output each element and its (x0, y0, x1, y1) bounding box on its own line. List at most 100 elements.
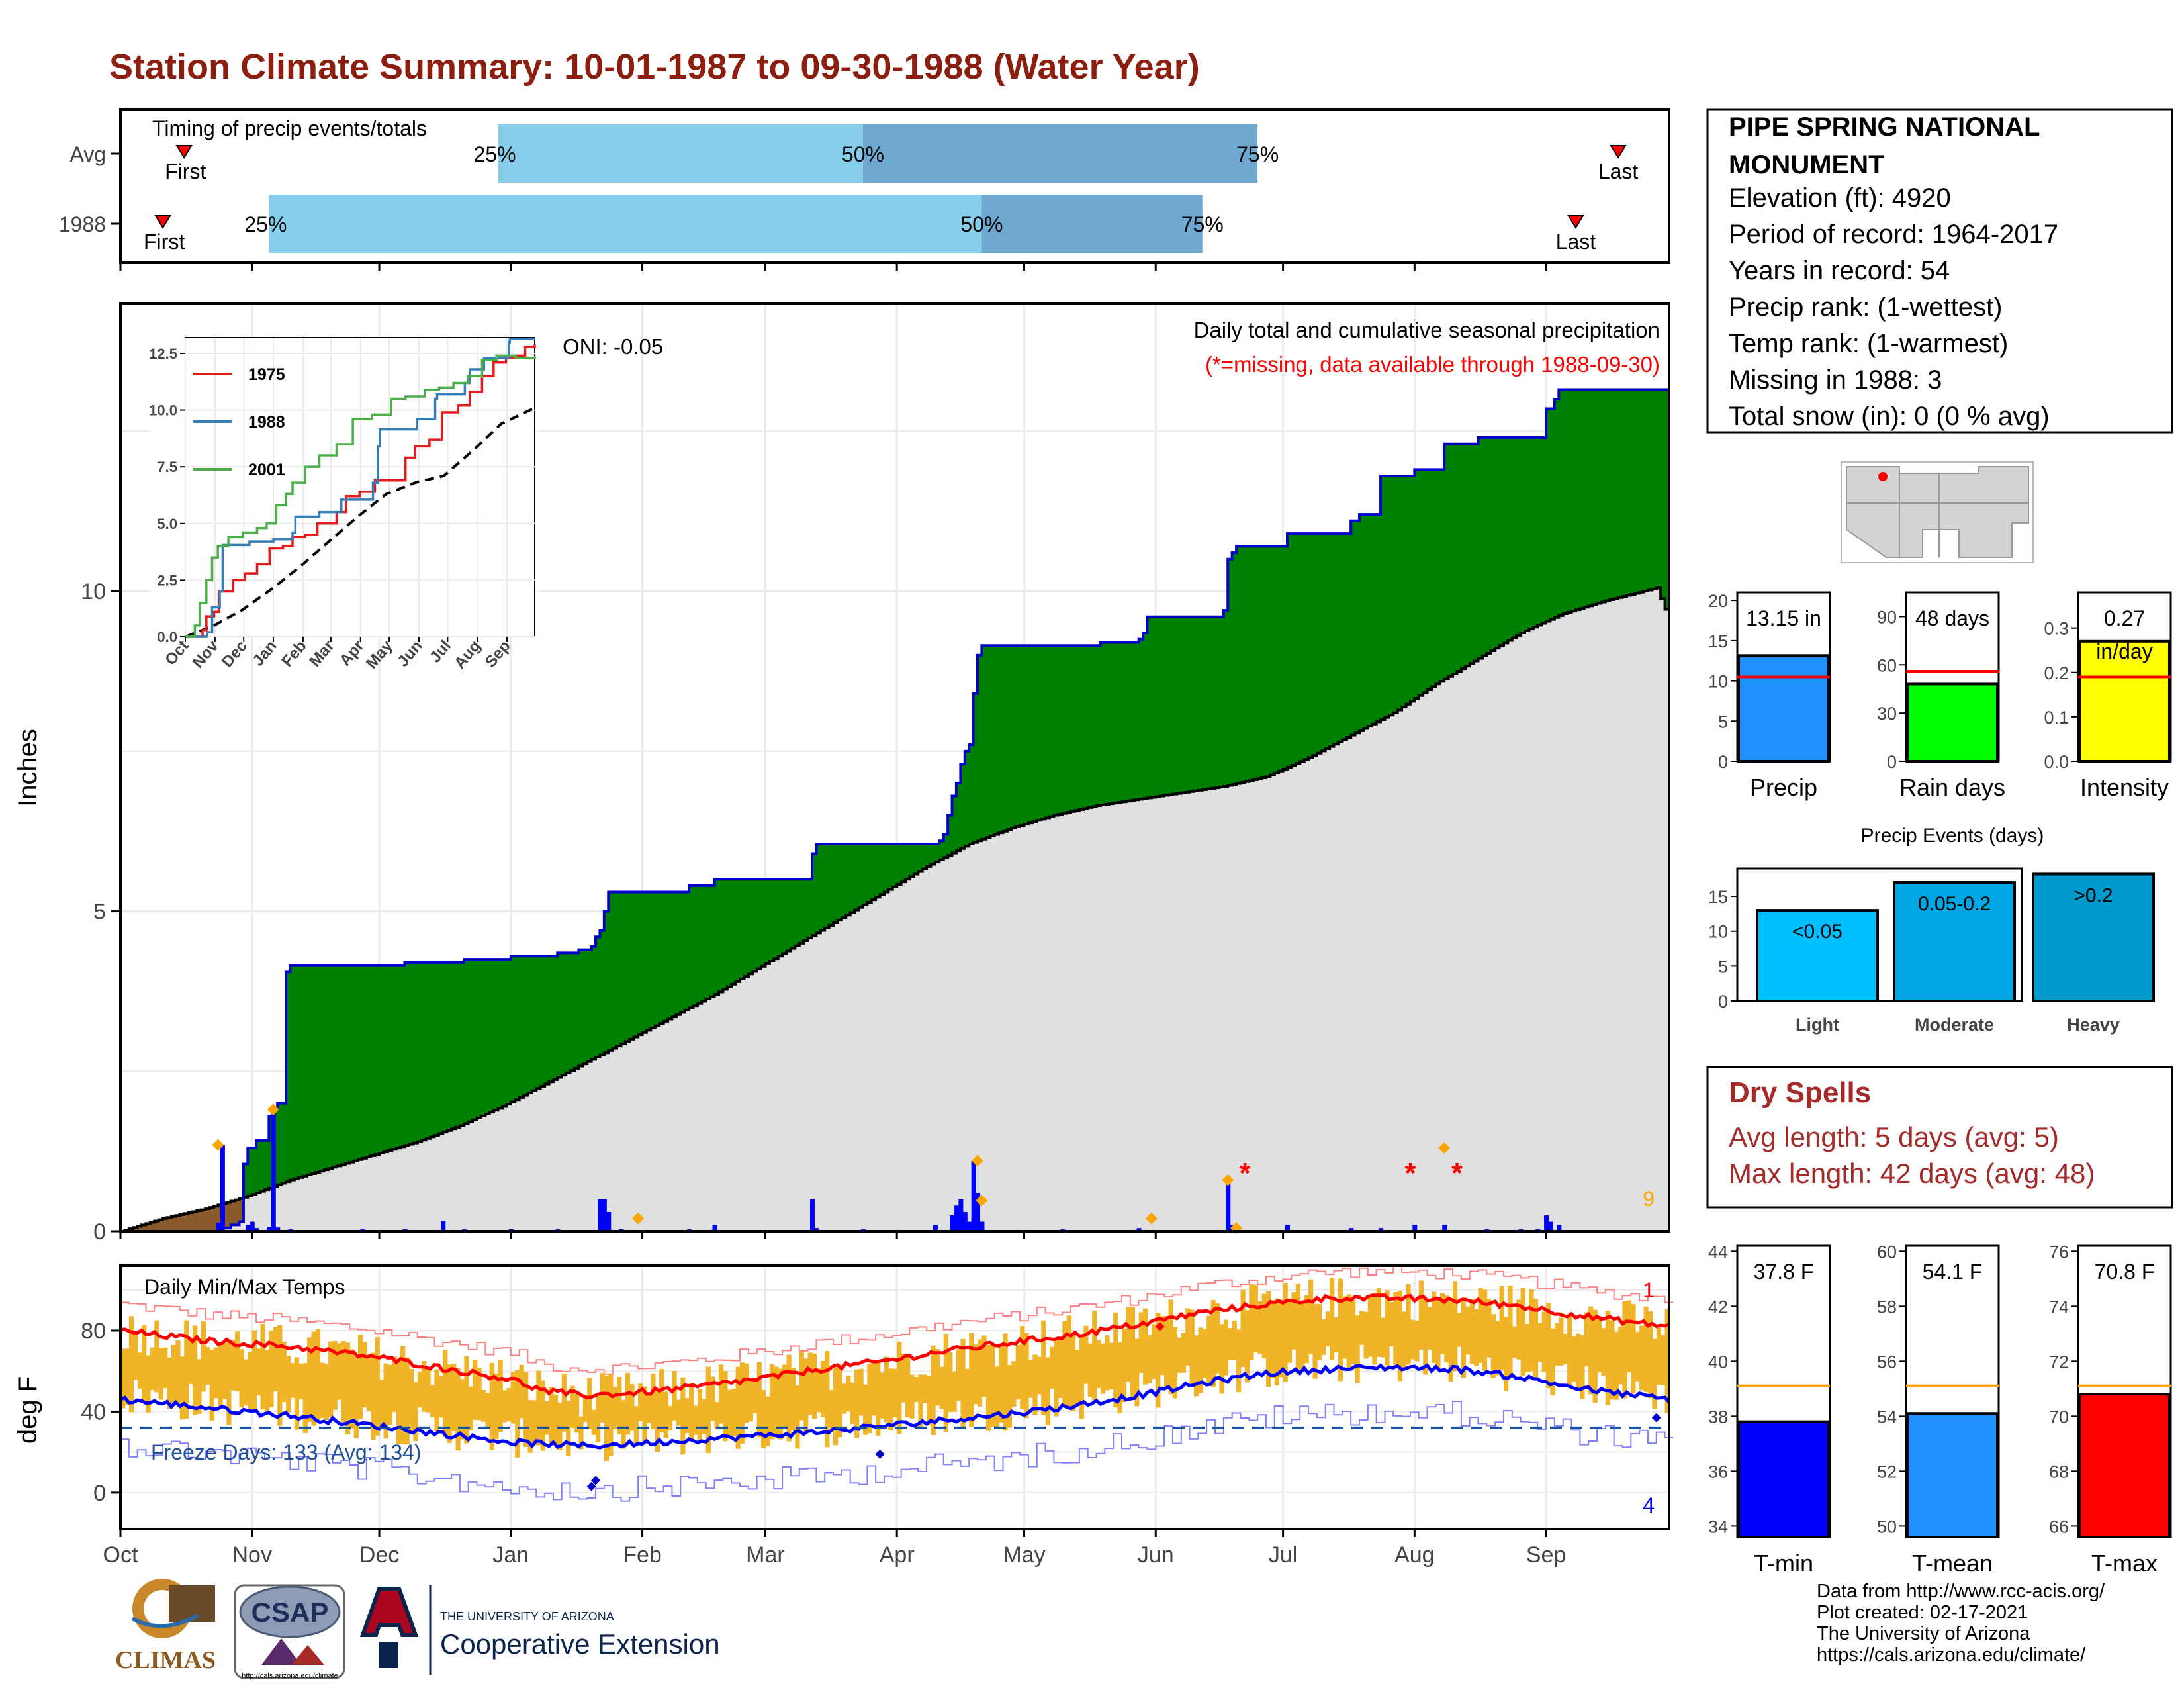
daily-temp-range (1295, 1284, 1301, 1375)
daily-temp-range (1126, 1307, 1131, 1382)
inset-ytick-label: 5.0 (157, 516, 177, 532)
daily-temp-range (251, 1330, 257, 1409)
daily-temp-range (332, 1340, 338, 1410)
above-avg-band (332, 965, 338, 1168)
above-avg-band (1355, 520, 1360, 733)
above-avg-band (680, 892, 686, 1013)
above-avg-band (952, 796, 957, 853)
temp-ytick-label: 80 (81, 1319, 106, 1344)
above-avg-band (353, 965, 359, 1161)
daily-temp-range (841, 1383, 847, 1414)
events-bar (1756, 909, 1879, 1002)
above-avg-band (1516, 438, 1522, 635)
daily-temp-range (871, 1362, 876, 1416)
above-avg-band (1601, 389, 1606, 602)
daily-temp-range (1100, 1343, 1106, 1394)
above-avg-band (422, 962, 427, 1141)
above-avg-band (1372, 514, 1377, 724)
csap-url: http://cals.arizona.edu/climate (242, 1672, 338, 1680)
above-avg-band (735, 879, 741, 982)
station-snow: Total snow (in): 0 (0 % avg) (1729, 402, 2050, 431)
above-avg-band (561, 953, 567, 1076)
stat-bar (2078, 639, 2171, 763)
daily-precip-bar (1544, 1215, 1549, 1231)
stat-bar (1906, 1412, 1999, 1538)
daily-temp-range (918, 1374, 923, 1428)
daily-temp-range (142, 1325, 147, 1401)
daily-temp-range (985, 1344, 991, 1431)
above-avg-band (871, 844, 876, 900)
daily-temp-range (850, 1382, 855, 1425)
daily-temp-range (931, 1345, 936, 1435)
daily-temp-range (188, 1337, 193, 1384)
above-avg-band (1388, 476, 1394, 716)
daily-precip-bar (1379, 1228, 1384, 1231)
daily-temp-range (515, 1370, 520, 1458)
daily-temp-range (1253, 1284, 1258, 1353)
above-avg-band (426, 962, 431, 1139)
daily-temp-range (1168, 1299, 1173, 1395)
daily-temp-range (956, 1349, 962, 1401)
above-avg-band (1550, 408, 1555, 620)
first-event-label: First (144, 230, 185, 254)
month-label: Feb (623, 1542, 662, 1568)
above-avg-band (1185, 616, 1191, 792)
daily-temp-range (642, 1386, 647, 1444)
daily-precip-bar (809, 1199, 815, 1231)
above-avg-band (1431, 469, 1436, 687)
daily-temp-range (820, 1360, 826, 1417)
daily-temp-range (298, 1364, 304, 1399)
daily-temp-range (1045, 1357, 1050, 1425)
above-avg-band (498, 959, 503, 1109)
above-avg-band (1618, 389, 1623, 598)
stat-panel-label: Intensity (2080, 774, 2169, 801)
daily-temp-range (536, 1370, 541, 1446)
above-avg-band (1465, 444, 1471, 667)
below-avg-band (150, 1222, 155, 1231)
daily-temp-range (1181, 1333, 1186, 1373)
month-label: May (1003, 1542, 1045, 1568)
ua-small-text: THE UNIVERSITY OF ARIZONA (440, 1610, 614, 1623)
daily-temp-range (1614, 1331, 1619, 1400)
above-avg-band (1592, 389, 1598, 605)
stat-ytick-label: 52 (1877, 1462, 1897, 1481)
daily-temp-range (1316, 1303, 1322, 1360)
daily-temp-range (1274, 1298, 1279, 1385)
daily-temp-range (167, 1357, 172, 1409)
daily-temp-range (328, 1341, 334, 1417)
daily-temp-range (952, 1371, 957, 1412)
daily-temp-range (498, 1360, 503, 1432)
above-avg-band (697, 885, 702, 1004)
daily-precip-bar (246, 1225, 251, 1231)
above-avg-band (876, 844, 881, 898)
daily-temp-range (1011, 1361, 1017, 1407)
daily-temp-range (320, 1362, 325, 1419)
above-avg-band (1588, 389, 1594, 606)
daily-temp-range (999, 1345, 1004, 1423)
stat-ytick-label: 70 (2049, 1407, 2069, 1427)
daily-temp-range (1469, 1299, 1475, 1364)
timing-bar-upper (981, 195, 1203, 253)
above-avg-band (1105, 642, 1110, 805)
above-avg-band (1096, 645, 1101, 806)
stat-ytick-label: 76 (2049, 1242, 2069, 1262)
daily-temp-range (1499, 1286, 1504, 1370)
above-avg-band (1643, 389, 1649, 592)
above-avg-band (1232, 553, 1237, 785)
daily-temp-range (1177, 1337, 1182, 1373)
first-event-marker (154, 215, 171, 229)
above-avg-band (443, 962, 448, 1133)
above-avg-band (621, 892, 626, 1044)
above-avg-band (1626, 389, 1631, 596)
daily-temp-range (672, 1371, 677, 1421)
above-avg-band (1287, 534, 1293, 767)
daily-temp-range (646, 1395, 652, 1423)
daily-temp-range (740, 1362, 745, 1444)
daily-temp-range (459, 1379, 465, 1440)
daily-temp-range (1414, 1321, 1420, 1362)
above-avg-band (1109, 642, 1114, 804)
daily-temp-range (676, 1399, 682, 1426)
temp-ylabel: deg F (13, 1376, 42, 1444)
above-avg-band (918, 844, 923, 872)
above-avg-band (1164, 616, 1169, 796)
